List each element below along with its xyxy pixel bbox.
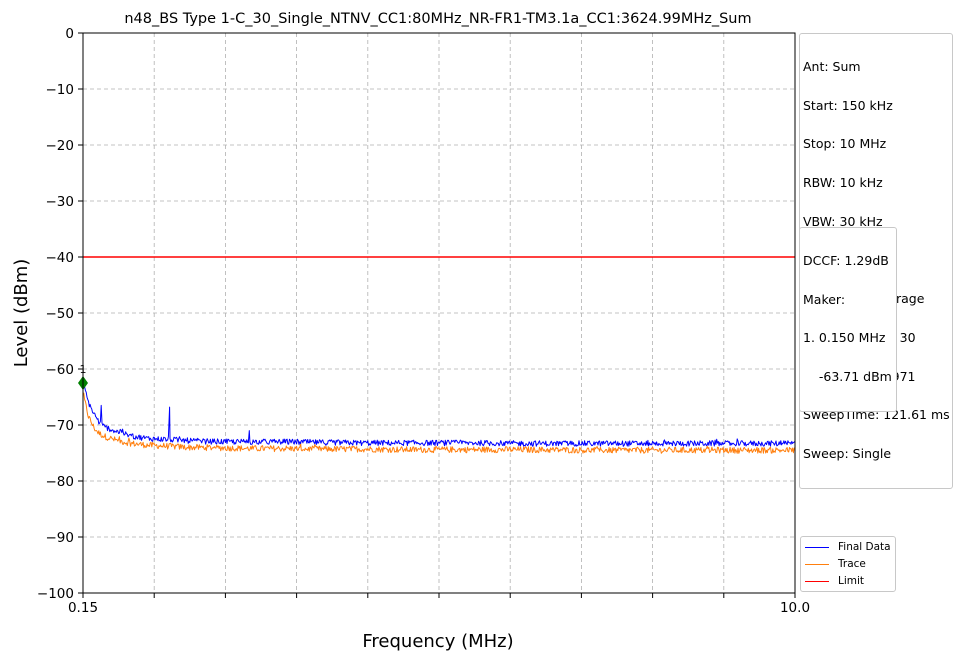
legend-item-limit: Limit: [805, 573, 864, 589]
series-layer: 1: [78, 256, 796, 454]
legend-label-final-data: Final Data: [838, 541, 891, 553]
x-tick-label-end: 10.0: [780, 600, 810, 616]
x-tick-label-start: 0.15: [68, 600, 98, 616]
y-axis-ticks: 0 −10 −20 −30 −40 −50 −60 −70 −80 −90 −100: [37, 26, 83, 602]
legend: Final Data Trace Limit: [800, 536, 896, 592]
legend-swatch-trace: [805, 563, 829, 565]
y-tick-label: −70: [46, 418, 75, 434]
x-axis-label: Frequency (MHz): [362, 631, 513, 652]
y-tick-label: −10: [46, 82, 75, 98]
y-tick-label: −40: [46, 250, 75, 266]
series-line-trace: [82, 392, 796, 454]
marker-line-frequency: 1. 0.150 MHz: [803, 330, 886, 346]
y-tick-label: −90: [46, 530, 75, 546]
y-tick-label: −60: [46, 362, 75, 378]
info-line-sweep: Sweep: Single: [803, 446, 892, 461]
marker-info-box: DCCF: 1.29dB Maker: 1. 0.150 MHz -63.71 …: [799, 227, 897, 412]
info-line-start: Start: 150 kHz: [803, 97, 893, 113]
y-tick-label: −30: [46, 194, 75, 210]
y-tick-label: 0: [65, 26, 74, 42]
chart-title: n48_BS Type 1-C_30_Single_NTNV_CC1:80MHz…: [124, 11, 751, 27]
legend-label-limit: Limit: [838, 575, 865, 587]
marker-line-title: Maker:: [803, 291, 846, 307]
series-line-final-data: [82, 382, 796, 447]
marker-line-level: -63.71 dBm: [803, 368, 892, 384]
legend-swatch-final-data: [805, 546, 829, 548]
info-line-vbw: VBW: 30 kHz: [803, 213, 883, 229]
y-tick-label: −20: [46, 138, 75, 154]
y-axis-label: Level (dBm): [11, 259, 32, 368]
info-line-ant: Ant: Sum: [803, 58, 861, 74]
grid-lines: [83, 33, 795, 593]
info-line-stop: Stop: 10 MHz: [803, 136, 887, 152]
marker-line-dccf: DCCF: 1.29dB: [803, 252, 889, 268]
info-line-rbw: RBW: 10 kHz: [803, 174, 883, 190]
y-tick-label: −50: [46, 306, 75, 322]
legend-label-trace: Trace: [838, 558, 866, 570]
legend-swatch-limit: [805, 580, 829, 582]
legend-item-final-data: Final Data: [805, 539, 891, 555]
x-axis-ticks: 0.15 10.0: [68, 593, 810, 616]
legend-item-trace: Trace: [805, 556, 866, 572]
y-tick-label: −100: [37, 586, 74, 602]
y-tick-label: −80: [46, 474, 75, 490]
